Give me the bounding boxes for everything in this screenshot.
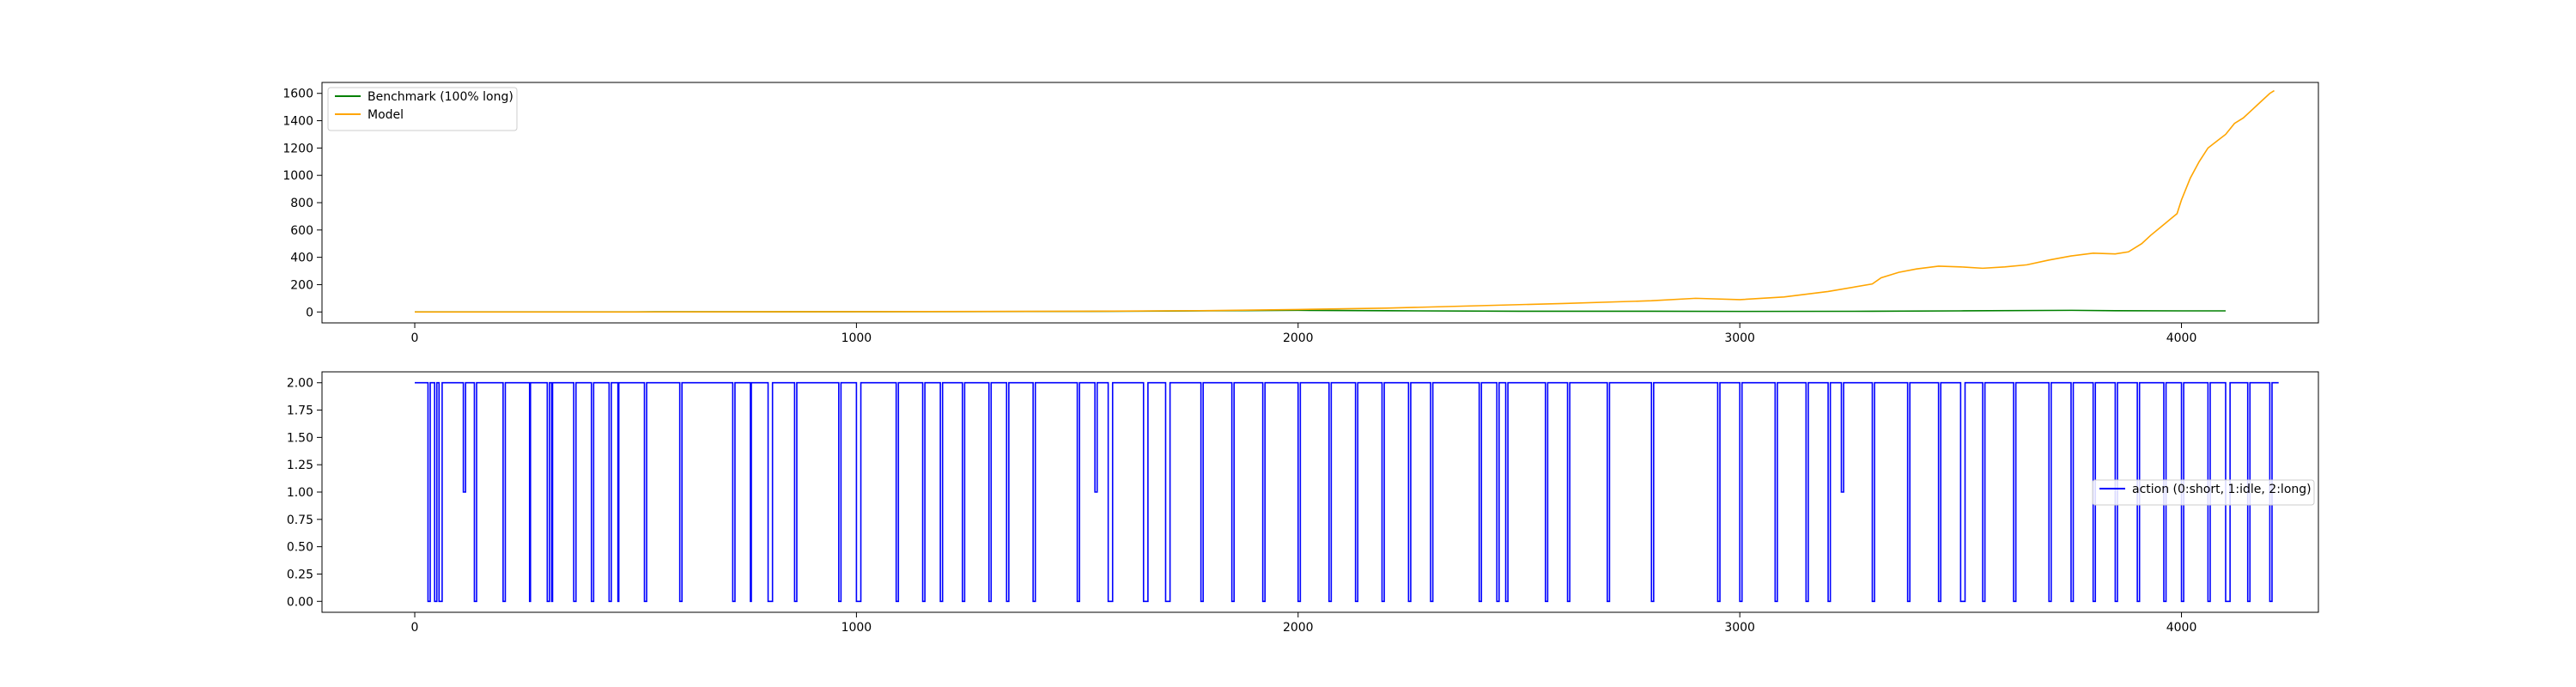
legend-label: Benchmark (100% long) xyxy=(368,90,513,104)
y-tick-label: 1400 xyxy=(283,115,313,129)
y-tick-label: 400 xyxy=(290,252,313,265)
y-tick-label: 1600 xyxy=(283,88,313,101)
top-plot: 0 1000 2000 3000 4000 0 200 400 600 800 1000 1200 14… xyxy=(283,82,2319,345)
series-line xyxy=(415,381,2279,603)
y-tick-label: 1200 xyxy=(283,142,313,155)
y-tick-label: 0.00 xyxy=(287,595,313,609)
y-tick-label: 1000 xyxy=(283,169,313,183)
x-tick-label: 0 xyxy=(411,621,419,635)
y-tick-label: 0.25 xyxy=(287,568,313,581)
x-tick-label: 2000 xyxy=(1283,621,1314,635)
x-tick-label: 3000 xyxy=(1724,621,1755,635)
legend-box xyxy=(327,87,518,131)
legend-label: Model xyxy=(368,108,404,122)
x-tick-label: 1000 xyxy=(841,331,872,345)
x-tick-label: 4000 xyxy=(2166,331,2197,345)
y-tick-label: 1.00 xyxy=(287,486,313,500)
y-tick-label: 0.50 xyxy=(287,541,313,555)
y-tick-label: 200 xyxy=(290,278,313,292)
x-tick-label: 4000 xyxy=(2166,621,2197,635)
x-tick-label: 3000 xyxy=(1724,331,1755,345)
y-tick-label: 1.50 xyxy=(287,431,313,445)
legend-label: action (0:short, 1:idle, 2:long) xyxy=(2132,483,2312,496)
y-tick-label: 0.75 xyxy=(287,514,313,527)
x-tick-label: 1000 xyxy=(841,621,872,635)
series-line xyxy=(415,89,2275,313)
y-tick-label: 600 xyxy=(290,224,313,238)
axes-frame xyxy=(321,371,2319,613)
y-tick-label: 1.75 xyxy=(287,404,313,418)
axes-frame xyxy=(321,82,2319,324)
bottom-plot: 0 1000 2000 3000 4000 0.00 0.25 0.50 0.75 1.00 1.2… xyxy=(287,371,2319,635)
y-tick-label: 1.25 xyxy=(287,459,313,472)
x-tick-label: 0 xyxy=(411,331,419,345)
y-tick-label: 2.00 xyxy=(287,377,313,391)
y-tick-label: 800 xyxy=(290,197,313,210)
x-tick-label: 2000 xyxy=(1283,331,1314,345)
legend-box xyxy=(2092,479,2315,506)
y-tick-label: 0 xyxy=(306,306,313,319)
